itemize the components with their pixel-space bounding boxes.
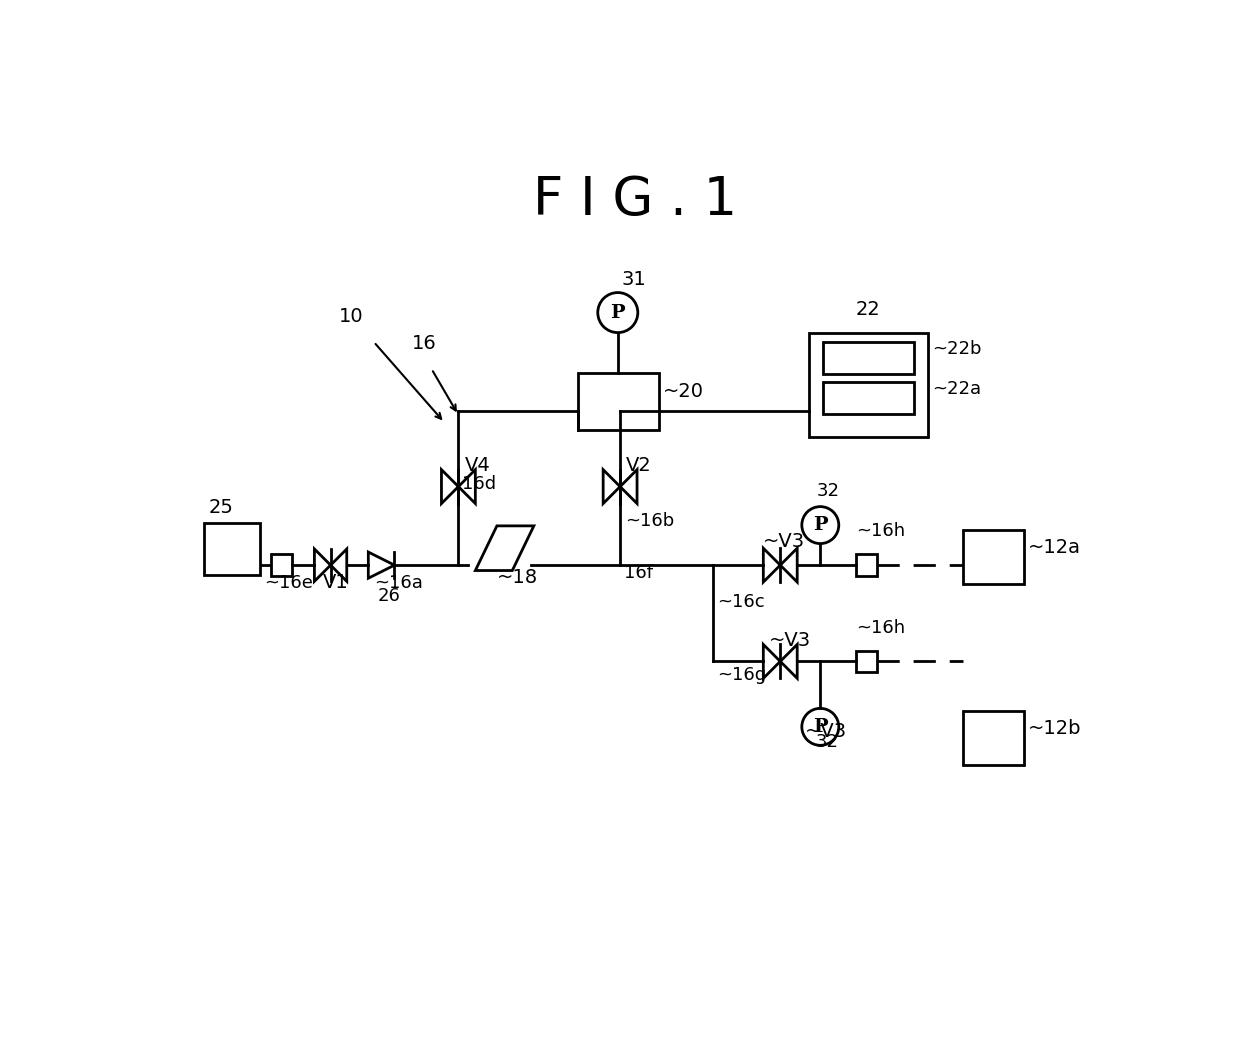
Bar xyxy=(962,711,1024,766)
Bar xyxy=(808,332,928,437)
Text: 10: 10 xyxy=(339,307,363,326)
Text: V1: V1 xyxy=(322,573,348,592)
Text: P: P xyxy=(813,517,827,534)
Text: 25: 25 xyxy=(208,498,233,517)
Text: ~V3: ~V3 xyxy=(769,631,811,650)
Bar xyxy=(856,650,877,672)
Text: V4: V4 xyxy=(465,457,490,476)
Text: ~V3: ~V3 xyxy=(764,532,806,551)
Text: 16: 16 xyxy=(412,335,436,353)
Text: ~16h: ~16h xyxy=(856,523,905,541)
Text: ~12b: ~12b xyxy=(1028,720,1081,739)
Text: 26: 26 xyxy=(377,587,401,605)
Text: ~16b: ~16b xyxy=(625,512,675,530)
Text: P: P xyxy=(813,717,827,735)
Text: 22: 22 xyxy=(856,300,880,319)
Text: 16d: 16d xyxy=(463,474,496,492)
Bar xyxy=(578,372,658,430)
Text: ~16g: ~16g xyxy=(717,667,766,685)
Text: ~22a: ~22a xyxy=(932,380,981,398)
Text: ~16h: ~16h xyxy=(856,619,905,636)
Bar xyxy=(822,342,914,375)
Text: ~V3: ~V3 xyxy=(805,722,847,741)
Text: F I G . 1: F I G . 1 xyxy=(533,174,738,226)
Bar xyxy=(205,523,259,575)
Text: V2: V2 xyxy=(626,457,652,476)
Bar xyxy=(270,554,293,575)
Text: ~16e: ~16e xyxy=(264,574,314,592)
Bar xyxy=(962,530,1024,584)
Text: ~16a: ~16a xyxy=(373,574,423,592)
Text: 16f: 16f xyxy=(624,564,653,582)
Text: 32: 32 xyxy=(816,483,839,501)
Text: 32: 32 xyxy=(816,733,838,751)
Text: ~16c: ~16c xyxy=(717,593,765,611)
Text: ~20: ~20 xyxy=(662,382,703,401)
Text: ~12a: ~12a xyxy=(1028,538,1080,557)
Text: P: P xyxy=(610,304,625,322)
Bar xyxy=(822,382,914,414)
Bar xyxy=(856,554,877,575)
Text: ~18: ~18 xyxy=(497,568,538,587)
Text: 31: 31 xyxy=(621,270,646,289)
Text: ~22b: ~22b xyxy=(932,340,981,358)
